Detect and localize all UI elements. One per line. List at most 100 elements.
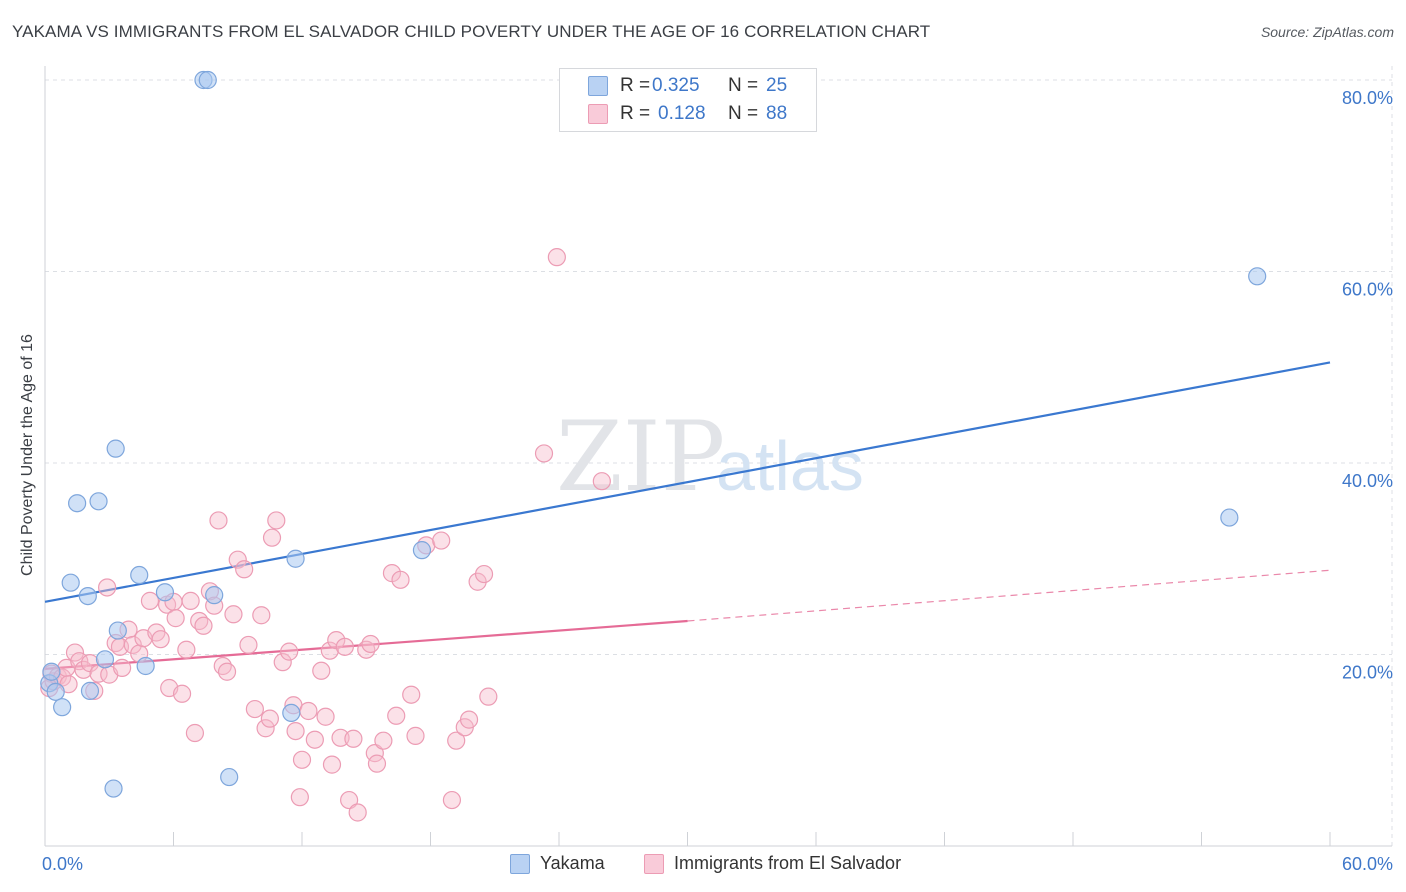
salvador-point (140, 591, 160, 610)
salvador-point (335, 637, 354, 656)
yakama-point (1220, 508, 1239, 527)
salvador-point (239, 635, 258, 655)
yakama-point (205, 586, 224, 605)
watermark-zip: ZIP (556, 401, 725, 513)
yakama-point (198, 70, 217, 90)
y-axis-label: Child Poverty Under the Age of 16 (19, 334, 36, 576)
salvador-point (166, 609, 185, 628)
yakama-point (68, 494, 87, 513)
salvador-point (474, 564, 494, 584)
yakama-trend-line (44, 361, 1331, 603)
salvador-point (344, 729, 363, 748)
yakama-point (53, 698, 72, 717)
salvador-point (273, 653, 292, 672)
salvador-point (479, 687, 498, 706)
salvador-point (361, 634, 380, 654)
salvador-point (348, 803, 367, 822)
grid-layer (45, 66, 1393, 846)
y-tick-label: 20.0% (1342, 663, 1393, 683)
watermark-atlas: atlas (716, 427, 864, 505)
legend-swatch-yakama (588, 76, 608, 96)
salvador-point (98, 578, 117, 597)
salvador-point (442, 790, 462, 810)
legend-r-value: 0.325 (652, 75, 700, 96)
legend-swatch-salvador (588, 104, 608, 124)
salvador-point (228, 550, 247, 569)
yakama-point (89, 492, 108, 511)
salvador-point (316, 707, 335, 726)
salvador-point (320, 641, 339, 660)
salvador-point (592, 472, 611, 491)
salvador-point (224, 605, 243, 624)
legend-n-label: N = (728, 103, 759, 124)
yakama-point (282, 703, 301, 723)
tick-label-layer: 20.0% 40.0% 60.0% 80.0% 0.0% 60.0% (42, 88, 1393, 874)
legend-label-salvador: Immigrants from El Salvador (674, 853, 902, 873)
legend-n-label: N = (728, 75, 759, 96)
y-tick-label: 80.0% (1342, 88, 1393, 108)
salvador-point (112, 658, 132, 678)
y-tick-label: 40.0% (1342, 471, 1393, 491)
salvador-point (374, 731, 393, 750)
yakama-point (220, 767, 239, 787)
salvador-point (245, 699, 264, 719)
x-tick-label: 0.0% (42, 854, 83, 874)
yakama-point (80, 681, 100, 700)
salvador-point (447, 731, 466, 750)
source-label: Source: ZipAtlas.com (1260, 24, 1394, 40)
salvador-trend-extension (687, 569, 1331, 622)
yakama-point (155, 583, 175, 602)
yakama-point (104, 779, 123, 798)
salvador-point (432, 531, 451, 550)
yakama-point (95, 650, 115, 669)
legend-swatch-yakama (510, 853, 530, 874)
salvador-point (194, 616, 213, 635)
salvador-point (181, 591, 200, 610)
chart-title: YAKAMA VS IMMIGRANTS FROM EL SALVADOR CH… (12, 22, 931, 41)
legend-label-yakama: Yakama (540, 853, 605, 873)
salvador-point (65, 643, 85, 662)
yakama-point (286, 549, 305, 568)
x-tick-label: 60.0% (1342, 854, 1393, 874)
legend-r-value: 0.128 (658, 103, 706, 124)
salvador-point (547, 248, 566, 267)
legend-item-salvador: Immigrants from El Salvador (644, 853, 901, 874)
salvador-point (340, 790, 359, 810)
salvador-point (260, 709, 279, 728)
salvador-point (172, 684, 192, 703)
salvador-point (292, 750, 312, 769)
salvador-point (391, 570, 410, 589)
salvador-point (74, 660, 93, 679)
salvador-point (322, 755, 342, 774)
salvador-point (235, 560, 254, 579)
salvador-point (406, 726, 425, 745)
legend-n-value: 25 (766, 75, 788, 96)
salvador-point (185, 723, 205, 743)
salvador-point (367, 754, 387, 773)
yakama-point (108, 621, 127, 640)
yakama-point (46, 682, 65, 701)
yakama-point (78, 586, 97, 606)
yakama-point (42, 662, 61, 681)
salvador-point (267, 511, 286, 530)
yakama-point (130, 565, 149, 585)
salvador-point (290, 788, 309, 807)
salvador-point (459, 710, 479, 729)
yakama-point (136, 656, 155, 676)
correlation-legend: R = 0.325 N = 25 R = 0.128 N = 88 (559, 68, 817, 132)
salvador-point (252, 606, 271, 625)
axes-layer (44, 66, 1392, 847)
salvador-point (256, 719, 275, 738)
yakama-point (1248, 267, 1267, 286)
salvador-point (280, 642, 299, 661)
salvador-point (534, 444, 554, 463)
salvador-point (209, 511, 228, 530)
salvador-point (151, 630, 170, 649)
legend-swatch-salvador (644, 853, 664, 874)
salvador-point (217, 662, 237, 681)
yakama-point (412, 541, 432, 560)
salvador-point (299, 701, 318, 721)
points-layer (40, 70, 1267, 822)
legend-n-value: 88 (766, 103, 788, 124)
